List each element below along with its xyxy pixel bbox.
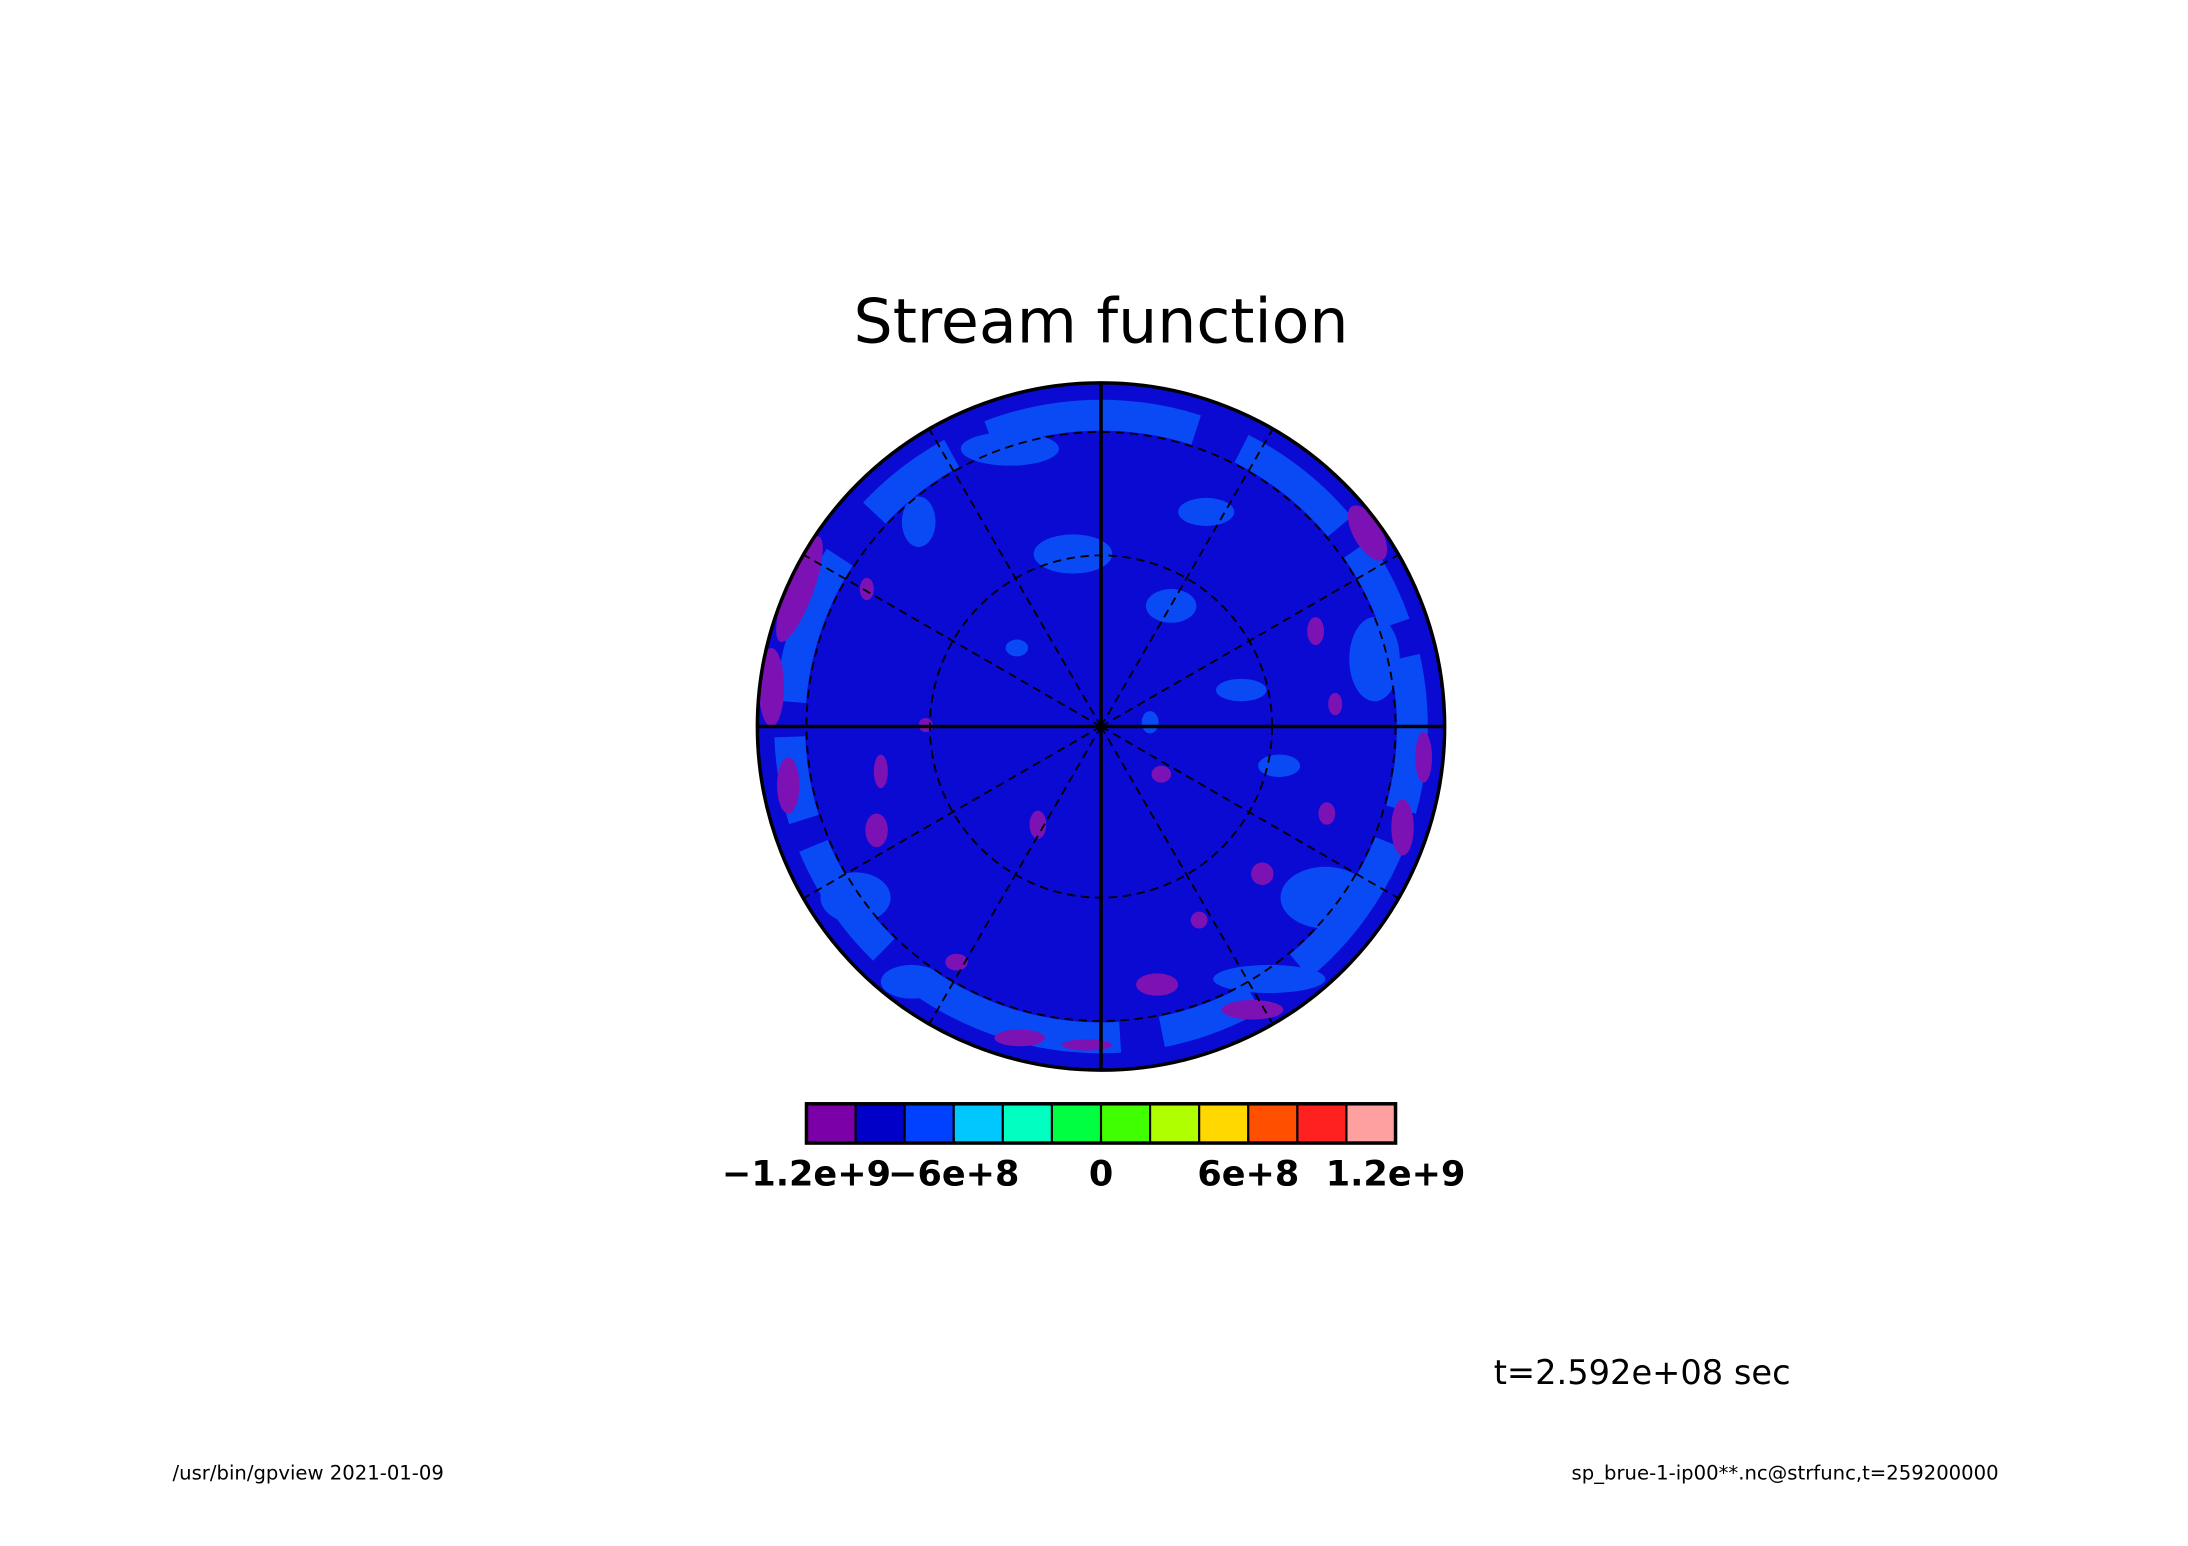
colorbar-box [1296,1102,1348,1145]
meridian [1100,428,1274,727]
colorbar-box [1345,1102,1397,1145]
colorbar-box [1099,1102,1152,1145]
footer-right: sp_brue-1-ip00**.nc@strfunc,t=259200000 [1572,1462,1999,1485]
colorbar-box [1050,1102,1103,1145]
time-annotation: t=2.592e+08 sec [1494,1353,1791,1392]
meridian [1100,553,1400,728]
colorbar-box [1149,1102,1201,1145]
colorbar-box [1001,1102,1053,1145]
colorbar-box [952,1102,1004,1145]
colorbar-tick-label: −1.2e+9 [722,1153,891,1194]
colorbar-tick-label: 1.2e+9 [1326,1153,1466,1194]
colorbar-box [854,1102,906,1145]
colorbar-box [1198,1102,1250,1145]
chart-title: Stream function [854,285,1349,357]
colorbar-box [805,1102,857,1145]
colorbar-box [1247,1102,1299,1145]
meridian [1100,725,1400,900]
colorbar-box [903,1102,955,1145]
colorbar-tick-label: 0 [1089,1153,1113,1194]
contour-field [757,382,1445,1071]
footer-left: /usr/bin/gpview 2021-01-09 [173,1462,444,1485]
meridian [802,725,1102,900]
meridian [1100,726,1274,1025]
colorbar-tick-label: −6e+8 [888,1153,1019,1194]
colorbar: −1.2e+9−6e+8 0 6e+8 1.2e+9 [722,1102,1466,1194]
map-frame [755,381,1447,1072]
meridian [802,553,1102,728]
meridian [928,428,1102,727]
meridian [928,726,1102,1025]
colorbar-tick-label: 6e+8 [1197,1153,1299,1194]
